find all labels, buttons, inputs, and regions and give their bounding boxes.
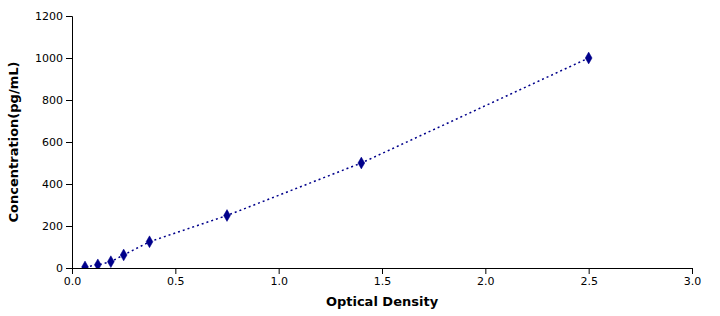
x-axis-tick: 0.5 bbox=[167, 268, 185, 288]
marker bbox=[224, 210, 231, 222]
marker bbox=[120, 249, 127, 261]
x-axis-tick-label: 0.5 bbox=[167, 275, 185, 288]
y-axis-tick-mark bbox=[66, 100, 72, 101]
x-axis-line bbox=[73, 269, 693, 275]
marker bbox=[358, 157, 365, 169]
chart: 0.0 0.5 1.0 1.5 2.0 2.5 3.0 0 200 400 600 800 1000 12… bbox=[0, 0, 720, 316]
y-axis-tick: 200 bbox=[42, 220, 72, 233]
y-axis-tick-label: 400 bbox=[42, 178, 63, 191]
x-axis-tick-label: 2.5 bbox=[580, 275, 598, 288]
marker bbox=[107, 256, 114, 268]
marker bbox=[585, 52, 592, 64]
y-axis-tick: 400 bbox=[42, 178, 72, 191]
x-axis-tick: 1.5 bbox=[374, 268, 392, 288]
series bbox=[82, 52, 592, 268]
x-axis-tick-mark bbox=[175, 268, 176, 274]
x-axis: 0.0 0.5 1.0 1.5 2.0 2.5 3.0 bbox=[64, 268, 702, 288]
y-axis-tick-label: 200 bbox=[42, 220, 63, 233]
y-axis-tick-mark bbox=[66, 268, 72, 269]
y-axis-tick-label: 1000 bbox=[35, 52, 63, 65]
x-axis-title: Optical Density bbox=[326, 294, 439, 309]
marker bbox=[94, 259, 101, 268]
x-axis-tick-mark bbox=[279, 268, 280, 274]
y-axis-tick-label: 600 bbox=[42, 136, 63, 149]
y-axis-tick-mark bbox=[66, 58, 72, 59]
x-axis-tick-label: 0.0 bbox=[64, 275, 82, 288]
x-axis-tick: 1.0 bbox=[270, 268, 288, 288]
plot: 0.0 0.5 1.0 1.5 2.0 2.5 3.0 0 200 400 600 800 1000 12… bbox=[35, 10, 701, 288]
y-axis-tick: 800 bbox=[42, 94, 72, 107]
y-axis-tick-mark bbox=[66, 16, 72, 17]
y-axis-line bbox=[66, 17, 73, 269]
y-axis-tick-mark bbox=[66, 184, 72, 185]
y-axis-tick-label: 800 bbox=[42, 94, 63, 107]
y-axis-tick: 1200 bbox=[35, 10, 72, 23]
x-axis-tick-label: 2.0 bbox=[477, 275, 495, 288]
y-axis-tick: 600 bbox=[42, 136, 72, 149]
y-axis: 0 200 400 600 800 1000 1200 bbox=[35, 10, 73, 275]
x-axis-tick: 0.0 bbox=[64, 268, 82, 288]
y-axis-tick: 1000 bbox=[35, 52, 72, 65]
x-axis-tick-mark bbox=[589, 268, 590, 274]
marker bbox=[82, 261, 89, 268]
marker bbox=[146, 236, 153, 248]
x-axis-tick-label: 1.0 bbox=[270, 275, 288, 288]
x-axis-tick-label: 3.0 bbox=[684, 275, 702, 288]
y-axis-tick-label: 1200 bbox=[35, 10, 63, 23]
x-axis-tick: 2.5 bbox=[580, 268, 598, 288]
x-axis-tick-label: 1.5 bbox=[374, 275, 392, 288]
x-axis-tick-mark bbox=[485, 268, 486, 274]
x-axis-tick-mark bbox=[382, 268, 383, 274]
x-axis-tick: 2.0 bbox=[477, 268, 495, 288]
y-axis-tick-label: 0 bbox=[56, 262, 63, 275]
y-axis-title: Concentration(pg/mL) bbox=[6, 62, 21, 223]
line bbox=[85, 58, 589, 267]
y-axis-tick-mark bbox=[66, 226, 72, 227]
y-axis-tick: 0 bbox=[56, 262, 72, 275]
y-axis-tick-mark bbox=[66, 142, 72, 143]
x-axis-tick: 3.0 bbox=[684, 268, 702, 288]
x-axis-tick-mark bbox=[692, 268, 693, 274]
